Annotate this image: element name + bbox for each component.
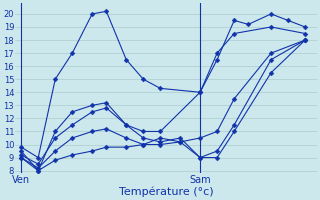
X-axis label: Température (°c): Température (°c) [119,186,213,197]
